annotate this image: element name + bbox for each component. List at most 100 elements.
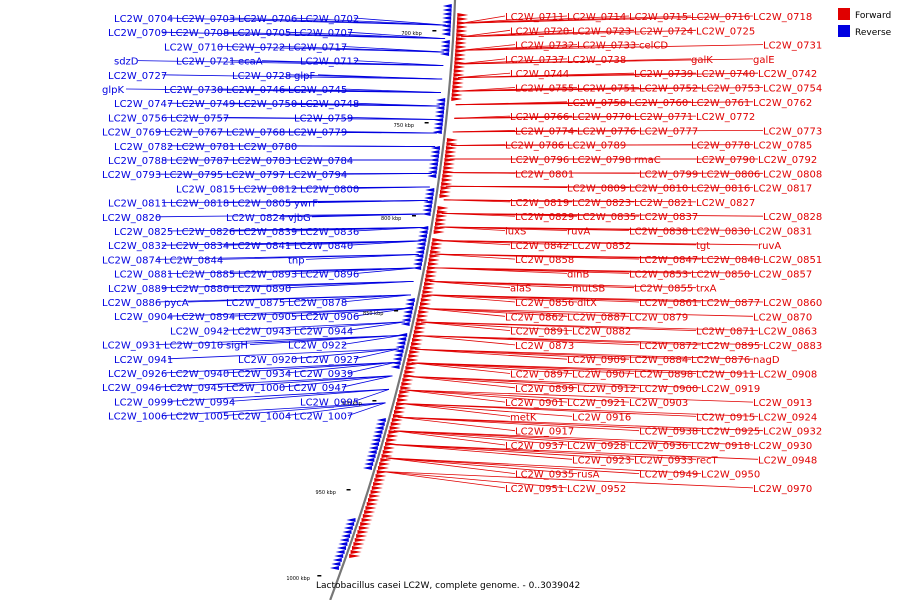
reverse-gene-label[interactable]: LC2W_0721 xyxy=(176,57,235,68)
forward-gene-label[interactable]: LC2W_0903 xyxy=(629,398,688,409)
forward-gene-label[interactable]: LC2W_0711 xyxy=(505,12,564,23)
reverse-gene-label[interactable]: LC2W_0939 xyxy=(294,369,353,380)
forward-gene-label[interactable]: LC2W_0740 xyxy=(696,69,755,80)
forward-gene-label[interactable]: LC2W_0772 xyxy=(696,112,755,123)
forward-gene-label[interactable]: dltX xyxy=(577,298,597,309)
reverse-gene-label[interactable]: LC2W_0841 xyxy=(232,241,291,252)
reverse-gene-label[interactable]: LC2W_0994 xyxy=(176,397,235,408)
reverse-gene-label[interactable]: LC2W_0784 xyxy=(294,156,353,167)
reverse-gene-label[interactable]: LC2W_0768 xyxy=(226,128,285,139)
reverse-gene-label[interactable]: LC2W_0727 xyxy=(108,71,167,82)
forward-gene-label[interactable]: ruvA xyxy=(758,241,781,252)
reverse-gene-label[interactable]: LC2W_0931 xyxy=(102,341,161,352)
reverse-gene-label[interactable]: LC2W_0839 xyxy=(238,227,297,238)
reverse-gene-label[interactable]: LC2W_0750 xyxy=(238,99,297,110)
forward-gene-label[interactable]: LC2W_0898 xyxy=(634,370,693,381)
forward-gene-label[interactable]: LC2W_0723 xyxy=(572,26,631,37)
reverse-gene-label[interactable]: LC2W_0708 xyxy=(170,28,229,39)
reverse-gene-label[interactable]: LC2W_0881 xyxy=(114,270,173,281)
forward-gene-label[interactable]: LC2W_0897 xyxy=(510,370,569,381)
forward-gene-label[interactable]: LC2W_0909 xyxy=(567,355,626,366)
reverse-gene-label[interactable]: LC2W_0769 xyxy=(102,128,161,139)
reverse-gene-label[interactable]: LC2W_0942 xyxy=(170,326,229,337)
forward-gene-label[interactable]: LC2W_0770 xyxy=(572,112,631,123)
forward-gene-label[interactable]: LC2W_0853 xyxy=(629,269,688,280)
reverse-gene-label[interactable]: LC2W_0815 xyxy=(176,184,235,195)
forward-gene-label[interactable]: LC2W_0830 xyxy=(691,227,750,238)
reverse-gene-label[interactable]: LC2W_0757 xyxy=(170,113,229,124)
reverse-gene-label[interactable]: LC2W_0947 xyxy=(288,383,347,394)
forward-gene-label[interactable]: LC2W_0766 xyxy=(510,112,569,123)
forward-gene-label[interactable]: LC2W_0937 xyxy=(505,441,564,452)
reverse-gene-label[interactable]: LC2W_0795 xyxy=(164,170,223,181)
reverse-gene-label[interactable]: LC2W_0745 xyxy=(288,85,347,96)
reverse-gene-label[interactable]: LC2W_0906 xyxy=(300,312,359,323)
reverse-gene-label[interactable]: LC2W_1004 xyxy=(232,412,291,423)
forward-gene-label[interactable]: LC2W_0828 xyxy=(763,212,822,223)
forward-gene-label[interactable]: LC2W_0852 xyxy=(572,241,631,252)
reverse-gene-label[interactable]: LC2W_0722 xyxy=(226,42,285,53)
forward-gene-label[interactable]: LC2W_0716 xyxy=(691,12,750,23)
forward-gene-label[interactable]: LC2W_0742 xyxy=(758,69,817,80)
reverse-gene-label[interactable]: LC2W_0834 xyxy=(170,241,229,252)
forward-gene-label[interactable]: LC2W_0829 xyxy=(515,212,574,223)
reverse-gene-label[interactable]: LC2W_0705 xyxy=(232,28,291,39)
reverse-gene-label[interactable]: LC2W_0820 xyxy=(102,213,161,224)
reverse-gene-label[interactable]: ecaA xyxy=(238,57,263,68)
forward-gene-label[interactable]: alaS xyxy=(510,284,531,295)
reverse-gene-label[interactable]: LC2W_0889 xyxy=(108,284,167,295)
reverse-gene-label[interactable]: LC2W_0927 xyxy=(300,355,359,366)
forward-gene-label[interactable]: LC2W_0842 xyxy=(510,241,569,252)
forward-gene-label[interactable]: LC2W_0924 xyxy=(758,412,817,423)
reverse-gene-label[interactable]: sdzD xyxy=(114,57,139,68)
forward-gene-label[interactable]: LC2W_0882 xyxy=(572,327,631,338)
reverse-gene-label[interactable]: LC2W_0706 xyxy=(238,14,297,25)
reverse-gene-label[interactable]: LC2W_0886 xyxy=(102,298,161,309)
reverse-gene-label[interactable]: LC2W_0783 xyxy=(232,156,291,167)
reverse-gene-label[interactable]: LC2W_0943 xyxy=(232,326,291,337)
reverse-gene-label[interactable]: LC2W_0905 xyxy=(238,312,297,323)
forward-gene-label[interactable]: LC2W_0732 xyxy=(515,41,574,52)
reverse-gene-label[interactable]: LC2W_0878 xyxy=(288,298,347,309)
reverse-gene-label[interactable]: LC2W_0707 xyxy=(294,28,353,39)
reverse-gene-label[interactable]: LC2W_0756 xyxy=(108,113,167,124)
reverse-gene-label[interactable]: pycA xyxy=(164,298,189,309)
reverse-gene-label[interactable]: LC2W_0946 xyxy=(102,383,161,394)
forward-gene-label[interactable]: LC2W_0949 xyxy=(639,470,698,481)
reverse-gene-label[interactable]: tnp xyxy=(288,255,305,266)
forward-gene-label[interactable]: LC2W_0798 xyxy=(572,155,631,166)
forward-gene-label[interactable]: LC2W_0916 xyxy=(572,412,631,423)
forward-gene-label[interactable]: LC2W_0950 xyxy=(701,470,760,481)
forward-gene-label[interactable]: LC2W_0951 xyxy=(505,484,564,495)
reverse-gene-label[interactable]: LC2W_0922 xyxy=(288,341,347,352)
forward-gene-label[interactable]: LC2W_0935 xyxy=(515,470,574,481)
forward-gene-label[interactable]: recT xyxy=(696,455,719,466)
reverse-gene-label[interactable]: LC2W_0793 xyxy=(102,170,161,181)
forward-gene-label[interactable]: LC2W_0938 xyxy=(639,427,698,438)
reverse-gene-label[interactable]: LC2W_0896 xyxy=(300,270,359,281)
reverse-gene-label[interactable]: LC2W_0880 xyxy=(170,284,229,295)
forward-gene-label[interactable]: LC2W_0861 xyxy=(639,298,698,309)
forward-gene-label[interactable]: LC2W_0851 xyxy=(763,255,822,266)
reverse-gene-label[interactable]: LC2W_0712 xyxy=(300,57,359,68)
reverse-gene-label[interactable]: LC2W_0704 xyxy=(114,14,173,25)
forward-gene-label[interactable]: galK xyxy=(691,55,713,66)
forward-gene-label[interactable]: LC2W_0907 xyxy=(572,370,631,381)
forward-gene-label[interactable]: LC2W_0808 xyxy=(763,169,822,180)
forward-gene-label[interactable]: LC2W_0796 xyxy=(510,155,569,166)
forward-gene-label[interactable]: LC2W_0857 xyxy=(753,269,812,280)
reverse-gene-label[interactable]: LC2W_0797 xyxy=(226,170,285,181)
reverse-gene-label[interactable]: sigH xyxy=(226,341,248,352)
forward-gene-label[interactable]: LC2W_0919 xyxy=(701,384,760,395)
reverse-gene-label[interactable]: LC2W_0812 xyxy=(238,184,297,195)
forward-gene-label[interactable]: LC2W_0755 xyxy=(515,84,574,95)
forward-gene-label[interactable]: LC2W_0915 xyxy=(696,412,755,423)
forward-gene-label[interactable]: LC2W_0753 xyxy=(701,84,760,95)
reverse-gene-label[interactable]: LC2W_0730 xyxy=(164,85,223,96)
forward-gene-label[interactable]: LC2W_0933 xyxy=(634,455,693,466)
forward-gene-label[interactable]: LC2W_0774 xyxy=(515,126,574,137)
forward-gene-label[interactable]: LC2W_0901 xyxy=(505,398,564,409)
reverse-gene-label[interactable]: LC2W_0728 xyxy=(232,71,291,82)
forward-gene-label[interactable]: LC2W_0715 xyxy=(629,12,688,23)
